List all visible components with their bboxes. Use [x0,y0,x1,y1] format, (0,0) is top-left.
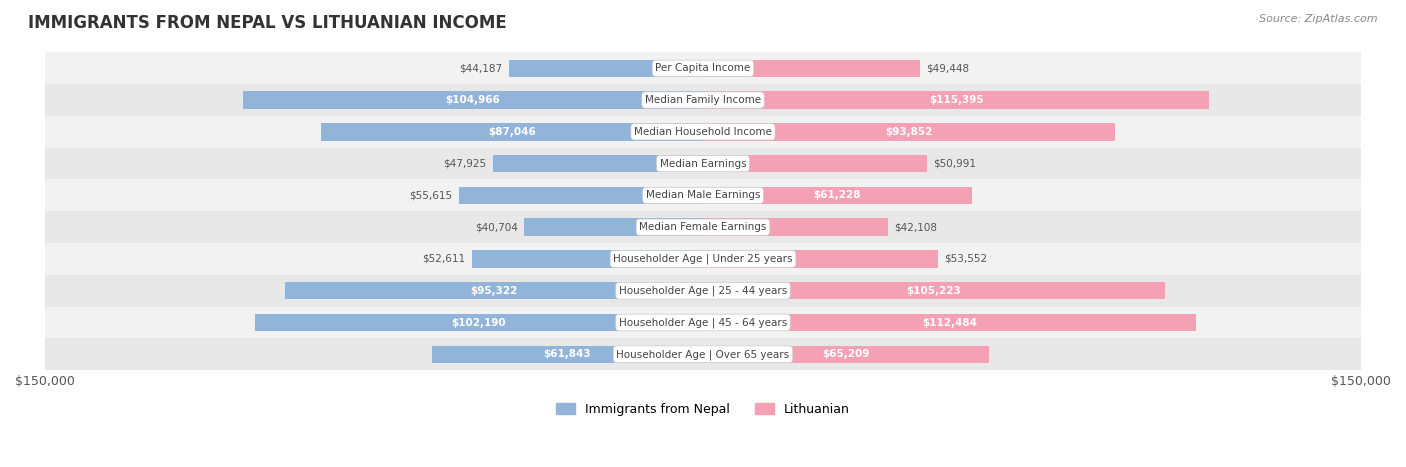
Bar [703,91,1209,109]
Bar [703,219,887,236]
Text: Householder Age | 45 - 64 years: Householder Age | 45 - 64 years [619,317,787,328]
Bar [285,282,703,299]
Text: $102,190: $102,190 [451,318,506,327]
Bar [45,116,1361,148]
Bar [703,250,938,268]
Bar [524,219,703,236]
Text: IMMIGRANTS FROM NEPAL VS LITHUANIAN INCOME: IMMIGRANTS FROM NEPAL VS LITHUANIAN INCO… [28,14,508,32]
Text: $52,611: $52,611 [422,254,465,264]
Bar [45,307,1361,339]
Text: $40,704: $40,704 [475,222,517,232]
Bar [45,148,1361,179]
Bar [45,52,1361,84]
Text: $61,228: $61,228 [814,191,860,200]
Text: $53,552: $53,552 [945,254,987,264]
Text: Median Family Income: Median Family Income [645,95,761,105]
Bar [703,314,1197,331]
Text: $65,209: $65,209 [823,349,870,359]
Bar [703,155,927,172]
Text: $105,223: $105,223 [907,286,962,296]
Bar [509,59,703,77]
Legend: Immigrants from Nepal, Lithuanian: Immigrants from Nepal, Lithuanian [551,398,855,421]
Text: Per Capita Income: Per Capita Income [655,63,751,73]
Bar [703,346,988,363]
Bar [254,314,703,331]
Text: Householder Age | Under 25 years: Householder Age | Under 25 years [613,254,793,264]
Text: $42,108: $42,108 [894,222,938,232]
Bar [45,339,1361,370]
Bar [432,346,703,363]
Text: $95,322: $95,322 [470,286,517,296]
Bar [703,187,972,204]
Text: $47,925: $47,925 [443,159,486,169]
Bar [242,91,703,109]
Bar [458,187,703,204]
Bar [472,250,703,268]
Text: $50,991: $50,991 [934,159,976,169]
Text: Source: ZipAtlas.com: Source: ZipAtlas.com [1260,14,1378,24]
Bar [45,243,1361,275]
Text: $115,395: $115,395 [929,95,983,105]
Bar [492,155,703,172]
Text: Median Earnings: Median Earnings [659,159,747,169]
Text: Householder Age | Over 65 years: Householder Age | Over 65 years [616,349,790,360]
Bar [45,179,1361,211]
Text: $44,187: $44,187 [460,63,502,73]
Text: $61,843: $61,843 [544,349,591,359]
Text: $55,615: $55,615 [409,191,453,200]
Text: $93,852: $93,852 [886,127,932,137]
Bar [703,282,1164,299]
Text: Median Household Income: Median Household Income [634,127,772,137]
Bar [45,84,1361,116]
Text: Householder Age | 25 - 44 years: Householder Age | 25 - 44 years [619,285,787,296]
Bar [321,123,703,141]
Bar [45,275,1361,307]
Text: Median Female Earnings: Median Female Earnings [640,222,766,232]
Text: $87,046: $87,046 [488,127,536,137]
Text: $49,448: $49,448 [927,63,970,73]
Text: $104,966: $104,966 [446,95,501,105]
Bar [45,211,1361,243]
Bar [703,59,920,77]
Text: Median Male Earnings: Median Male Earnings [645,191,761,200]
Bar [703,123,1115,141]
Text: $112,484: $112,484 [922,318,977,327]
